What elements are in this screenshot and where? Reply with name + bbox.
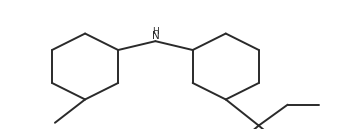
Text: H: H — [152, 27, 159, 36]
Text: N: N — [152, 31, 159, 41]
